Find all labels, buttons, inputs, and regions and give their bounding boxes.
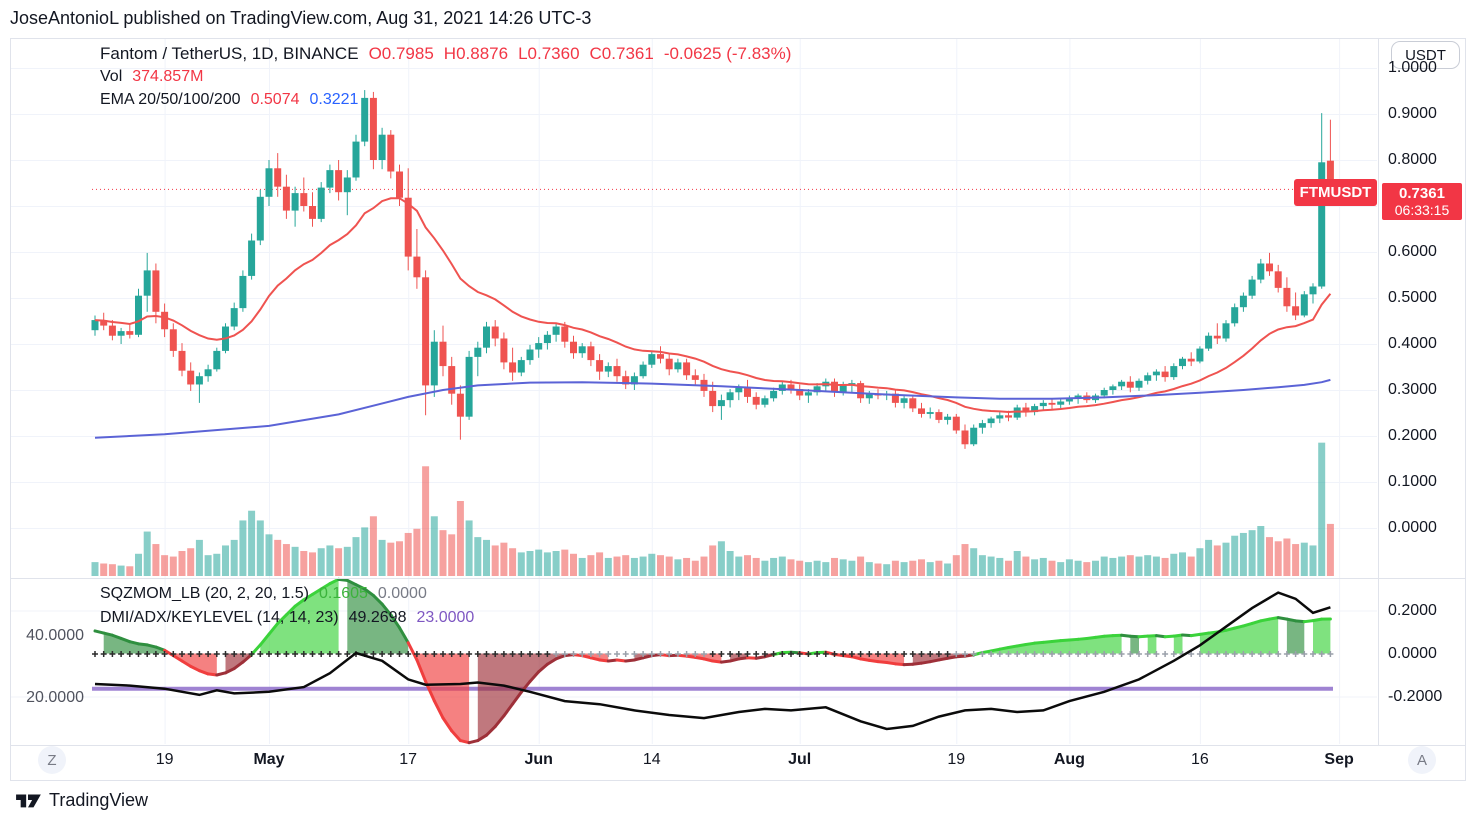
time-axis-tick: 14 bbox=[642, 751, 661, 768]
time-axis-tick: Jul bbox=[788, 751, 812, 768]
publish-byline: JoseAntonioL published on TradingView.co… bbox=[10, 8, 592, 28]
last-price-value: 0.7361 bbox=[1399, 184, 1445, 202]
symbol-price-line-label: FTMUSDT bbox=[1294, 179, 1377, 206]
last-price-axis-label: 0.7361 06:33:15 bbox=[1382, 183, 1462, 220]
volume-value: 374.857M bbox=[132, 68, 204, 85]
ema-value-blue: 0.3221 bbox=[309, 91, 359, 108]
price-axis-label: 0.9000 bbox=[1388, 105, 1437, 122]
tradingview-logo-text: TradingView bbox=[49, 789, 149, 810]
time-axis-tick: Aug bbox=[1053, 751, 1085, 768]
volume-label: Vol bbox=[100, 68, 123, 85]
ema-value-red: 0.5074 bbox=[250, 91, 300, 108]
price-axis-label: 1.0000 bbox=[1388, 59, 1437, 76]
currency-toggle-button[interactable]: USDT bbox=[1391, 41, 1460, 69]
dmi-label: DMI/ADX/KEYLEVEL (14, 14, 23) bbox=[100, 609, 339, 626]
price-axis-label: 0.0000 bbox=[1388, 519, 1437, 536]
price-axis-label: 0.4000 bbox=[1388, 335, 1437, 352]
time-axis-tick: 17 bbox=[399, 751, 418, 768]
sqzmom-legend[interactable]: SQZMOM_LB (20, 2, 20, 1.5) 0.1605 0.0000 bbox=[100, 585, 427, 603]
dmi-scale-label: 20.0000 bbox=[26, 689, 84, 706]
change-value: -0.0625 (-7.83%) bbox=[663, 44, 792, 63]
price-axis-label: 0.5000 bbox=[1388, 289, 1437, 306]
ohlc-high: H0.8876 bbox=[443, 44, 509, 63]
sqzmom-value: 0.1605 bbox=[318, 585, 368, 602]
tradingview-logo-icon bbox=[16, 794, 41, 808]
time-axis-tick: 16 bbox=[1190, 751, 1209, 768]
time-axis-tick: 19 bbox=[155, 751, 174, 768]
price-axis-label: 0.1000 bbox=[1388, 473, 1437, 490]
dmi-keylevel-value: 23.0000 bbox=[416, 609, 475, 626]
symbol-legend[interactable]: Fantom / TetherUS, 1D, BINANCE O0.7985 H… bbox=[100, 44, 791, 64]
dmi-scale-label: 40.0000 bbox=[26, 627, 84, 644]
dmi-legend[interactable]: DMI/ADX/KEYLEVEL (14, 14, 23) 49.2698 23… bbox=[100, 609, 474, 627]
ohlc-open: O0.7985 bbox=[368, 44, 434, 63]
timezone-button[interactable]: Z bbox=[38, 746, 66, 774]
indicator-axis-label: 0.0000 bbox=[1388, 644, 1437, 662]
price-axis-label: 0.2000 bbox=[1388, 427, 1437, 444]
volume-legend[interactable]: Vol 374.857M bbox=[100, 68, 203, 86]
time-axis-tick: Jun bbox=[524, 751, 553, 768]
sqzmom-label: SQZMOM_LB (20, 2, 20, 1.5) bbox=[100, 585, 309, 602]
ohlc-low: L0.7360 bbox=[518, 44, 580, 63]
price-axis-label: 0.8000 bbox=[1388, 151, 1437, 168]
price-axis-label: 0.6000 bbox=[1388, 243, 1437, 260]
bar-countdown: 06:33:15 bbox=[1394, 202, 1450, 219]
auto-scale-button[interactable]: A bbox=[1408, 746, 1436, 774]
ema-legend[interactable]: EMA 20/50/100/200 0.5074 0.3221 bbox=[100, 91, 358, 109]
price-axis-label: 0.3000 bbox=[1388, 381, 1437, 398]
indicator-axis-label: 0.2000 bbox=[1388, 601, 1437, 619]
ema-label: EMA 20/50/100/200 bbox=[100, 91, 241, 108]
time-axis-tick: May bbox=[253, 751, 285, 768]
indicator-axis-label: -0.2000 bbox=[1388, 687, 1443, 705]
dmi-adx-value: 49.2698 bbox=[348, 609, 407, 626]
ohlc-close: C0.7361 bbox=[589, 44, 654, 63]
sqzmom-value2: 0.0000 bbox=[377, 585, 427, 602]
symbol-title[interactable]: Fantom / TetherUS, 1D, BINANCE bbox=[100, 44, 359, 63]
time-axis-tick: 19 bbox=[947, 751, 966, 768]
time-axis-tick: Sep bbox=[1324, 751, 1354, 768]
tradingview-attribution[interactable]: TradingView bbox=[14, 789, 148, 811]
